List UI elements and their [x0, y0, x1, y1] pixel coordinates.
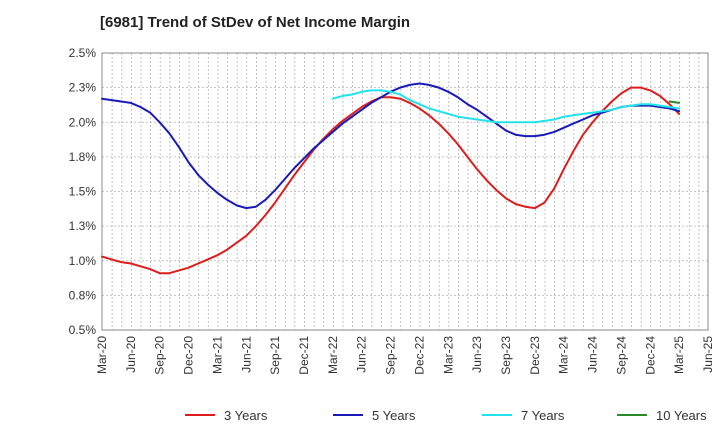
- x-tick-label: Jun-20: [124, 336, 138, 373]
- x-tick-label: Sep-22: [384, 336, 398, 375]
- series-line-7-years: [331, 89, 681, 124]
- legend-label: 3 Years: [224, 408, 268, 423]
- x-tick-label: Mar-23: [441, 336, 455, 374]
- y-tick-label: 1.0%: [69, 254, 97, 268]
- x-tick-label: Jun-21: [239, 336, 253, 373]
- series-line-10-years: [668, 100, 681, 104]
- x-tick-label: Mar-24: [557, 336, 571, 374]
- x-tick-label: Dec-23: [528, 336, 542, 375]
- y-tick-label: 1.5%: [69, 185, 97, 199]
- x-tick-label: Sep-24: [614, 336, 628, 375]
- x-tick-label: Mar-25: [672, 336, 686, 374]
- x-axis: Mar-20 Jun-20 Sep-20 Dec-20 Mar-21 Jun-21 Sep-…: [95, 336, 715, 375]
- x-tick-label: Mar-22: [326, 336, 340, 374]
- chart-title: [6981] Trend of StDev of Net Income Marg…: [100, 14, 411, 31]
- y-tick-label: 0.5%: [69, 323, 97, 337]
- grid: [102, 53, 708, 330]
- x-tick-label: Jun-24: [586, 336, 600, 373]
- x-tick-label: Sep-21: [268, 336, 282, 375]
- x-tick-label: Sep-23: [499, 336, 513, 375]
- y-axis: 0.5% 0.8% 1.0% 1.3% 1.5% 1.8% 2.0% 2.3% 2.5%: [69, 46, 97, 337]
- x-tick-label: Dec-21: [297, 336, 311, 375]
- x-tick-label: Dec-24: [643, 336, 657, 375]
- series-line-3-years: [101, 86, 681, 275]
- x-tick-label: Dec-22: [412, 336, 426, 375]
- series-line-5-years: [101, 82, 681, 210]
- x-tick-label: Jun-22: [355, 336, 369, 373]
- x-tick-label: Jun-23: [470, 336, 484, 373]
- y-tick-label: 2.3%: [69, 81, 97, 95]
- x-tick-label: Dec-20: [182, 336, 196, 375]
- x-tick-label: Mar-20: [95, 336, 109, 374]
- legend-label: 5 Years: [372, 408, 416, 423]
- plot-area: [101, 52, 709, 331]
- legend-label: 10 Years: [656, 408, 707, 423]
- x-tick-label: Jun-25: [701, 336, 715, 373]
- series-lines: [101, 82, 681, 275]
- y-tick-label: 2.5%: [69, 46, 97, 60]
- x-tick-label: Mar-21: [210, 336, 224, 374]
- y-tick-label: 2.0%: [69, 115, 97, 129]
- y-tick-label: 0.8%: [69, 288, 97, 302]
- y-tick-label: 1.3%: [69, 219, 97, 233]
- y-tick-label: 1.8%: [69, 150, 97, 164]
- x-tick-label: Sep-20: [153, 336, 167, 375]
- legend-label: 7 Years: [521, 408, 565, 423]
- legend: 3 Years 5 Years 7 Years 10 Years: [185, 408, 707, 423]
